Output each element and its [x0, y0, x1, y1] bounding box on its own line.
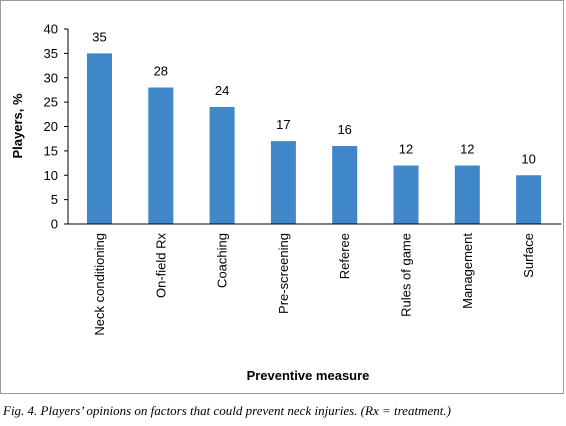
bar	[332, 146, 358, 224]
x-category-label: Referee	[337, 233, 352, 279]
y-axis: 0 5 10 15 20 25 30 35 40	[44, 22, 69, 232]
data-label: 12	[399, 142, 413, 157]
x-category-label: Neck conditioning	[92, 233, 107, 336]
y-tick-label: 0	[51, 217, 58, 232]
y-tick-label: 5	[51, 192, 58, 207]
y-tick-label: 30	[44, 70, 58, 85]
y-tick-label: 40	[44, 22, 58, 37]
bar	[270, 141, 296, 224]
data-label: 35	[92, 29, 106, 44]
x-category-label: Coaching	[215, 233, 230, 288]
y-tick-label: 25	[44, 95, 58, 110]
x-category-label: Management	[460, 233, 475, 309]
bar	[209, 107, 235, 224]
figure-caption: Fig. 4. Players’ opinions on factors tha…	[3, 403, 451, 418]
bar-chart: 0 5 10 15 20 25 30 35 40 35 28 24 17 16 12 12 10 Neck c…	[10, 22, 562, 383]
x-axis: Neck conditioning On-field Rx Coaching Pre-…	[68, 223, 562, 336]
data-label: 24	[215, 83, 229, 98]
data-label: 12	[460, 142, 474, 157]
data-labels: 35 28 24 17 16 12 12 10	[92, 29, 536, 166]
y-tick-label: 10	[44, 168, 58, 183]
chart-frame: 0 5 10 15 20 25 30 35 40 35 28 24 17 16 12 12 10 Neck c…	[0, 0, 564, 394]
bar	[148, 87, 174, 224]
x-category-label: On-field Rx	[153, 233, 168, 299]
x-category-label: Pre-screening	[276, 233, 291, 314]
y-tick-label: 15	[44, 143, 58, 158]
data-label: 16	[337, 122, 351, 137]
y-tick-label: 35	[44, 46, 58, 61]
x-axis-title: Preventive measure	[247, 368, 370, 383]
x-category-label: Rules of game	[399, 233, 414, 317]
bars	[87, 53, 542, 224]
data-label: 28	[154, 64, 168, 79]
bar	[393, 165, 419, 224]
y-tick-label: 20	[44, 119, 58, 134]
bar	[87, 53, 112, 224]
data-label: 17	[276, 117, 290, 132]
bar	[454, 165, 480, 224]
y-axis-title: Players, %	[10, 93, 25, 158]
data-label: 10	[521, 151, 535, 166]
bar	[516, 175, 542, 224]
x-category-label: Surface	[521, 233, 536, 278]
